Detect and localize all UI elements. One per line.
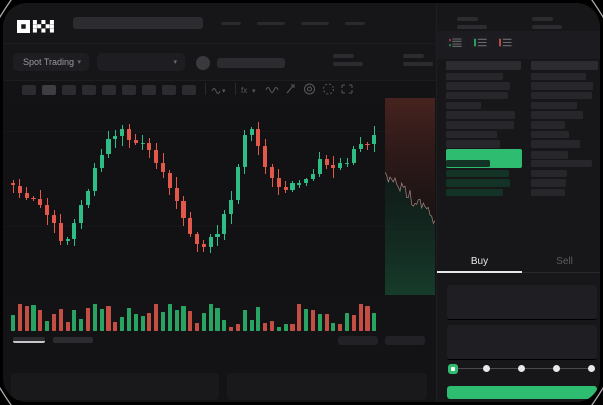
svg-text:▾: ▾ [222, 88, 226, 95]
svg-text:▾: ▾ [252, 88, 256, 95]
svg-text:fx: fx [241, 86, 247, 95]
